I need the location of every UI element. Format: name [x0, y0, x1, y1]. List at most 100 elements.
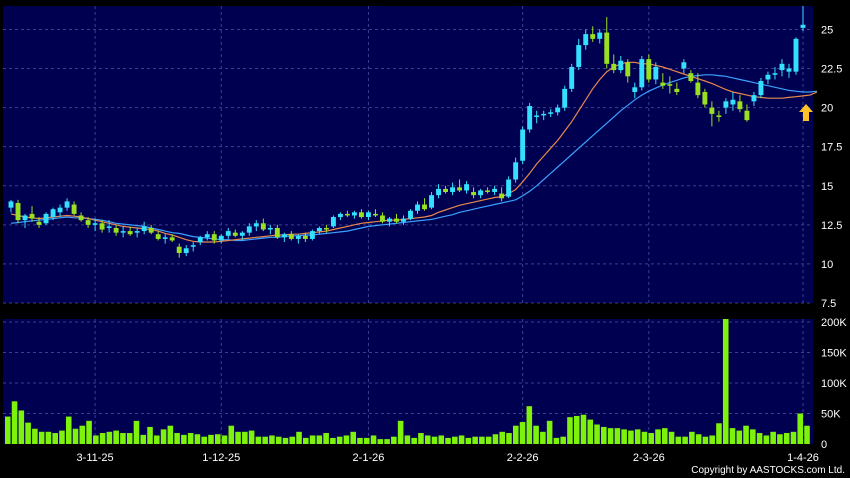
volume-bar — [452, 436, 458, 444]
price-candle — [106, 220, 112, 233]
volume-bar — [506, 433, 512, 444]
up-arrow-icon — [799, 104, 813, 121]
volume-bar — [472, 436, 478, 444]
price-candle — [29, 206, 35, 222]
price-candle — [730, 91, 736, 111]
price-tick-label: 15 — [821, 181, 833, 193]
price-candle — [443, 185, 449, 194]
volume-bar — [11, 401, 18, 444]
price-candle — [380, 212, 385, 224]
volume-bar — [187, 433, 194, 444]
volume-bar — [248, 430, 255, 444]
volume-bar — [323, 433, 329, 444]
price-candle — [744, 104, 750, 122]
price-candle — [253, 220, 259, 232]
price-candle — [779, 59, 785, 77]
volume-bar — [289, 436, 296, 444]
price-candle — [267, 224, 273, 235]
volume-bar — [350, 431, 357, 444]
price-candle — [555, 104, 561, 116]
price-candle — [793, 37, 799, 75]
volume-bar — [479, 436, 485, 444]
volume-bar — [668, 431, 675, 444]
volume-bar — [126, 433, 133, 444]
volume-bar — [770, 431, 776, 444]
price-tick-label: 10 — [821, 259, 833, 271]
volume-bar — [86, 420, 92, 444]
price-candle — [351, 210, 357, 219]
price-candle — [64, 198, 70, 211]
volume-bar — [736, 430, 743, 444]
price-candle — [800, 6, 806, 32]
price-candle — [513, 157, 519, 183]
volume-bar — [343, 435, 350, 444]
price-candle — [478, 188, 484, 199]
volume-bar — [201, 436, 207, 444]
date-axis-labels: 3-11-25 1-12-25 2-1-26 2-2-26 2-3-26 1-4-26 — [77, 452, 819, 464]
price-candle — [576, 38, 582, 71]
volume-bar — [750, 429, 756, 444]
volume-bar — [269, 435, 275, 444]
price-candle — [373, 209, 378, 218]
price-candle — [527, 102, 533, 133]
volume-bar — [221, 435, 228, 444]
volume-bar — [181, 434, 187, 444]
price-candle — [295, 234, 301, 244]
volume-bar — [573, 415, 580, 444]
volume-bar — [133, 420, 140, 444]
price-candle — [751, 91, 757, 107]
price-candle — [541, 110, 547, 121]
price-candle — [639, 56, 645, 91]
price-candle — [569, 63, 575, 92]
price-candle — [485, 187, 491, 194]
price-candle — [211, 231, 217, 244]
price-candle — [169, 234, 175, 243]
volume-bar — [485, 436, 492, 444]
volume-bar — [614, 428, 621, 444]
volume-bar — [38, 431, 45, 444]
volume-bar — [262, 436, 268, 444]
volume-bar — [797, 413, 804, 444]
volume-bar — [296, 431, 302, 444]
volume-bar — [418, 433, 424, 444]
volume-bar — [628, 430, 634, 444]
volume-bar — [431, 436, 438, 444]
volume-bar — [363, 437, 370, 444]
volume-bar — [228, 425, 235, 444]
price-candle — [758, 77, 764, 99]
volume-bar — [411, 437, 417, 444]
volume-bar — [519, 422, 526, 444]
volume-bar — [167, 425, 174, 444]
volume-bar — [438, 435, 445, 444]
volume-bar — [93, 435, 99, 444]
price-candle — [8, 199, 14, 213]
volume-bar — [397, 420, 404, 444]
price-candle — [534, 110, 540, 124]
volume-bar — [59, 430, 65, 444]
volume-bar — [404, 435, 411, 444]
volume-axis-labels: 200K 150K 100K 50K 0 — [821, 317, 847, 451]
volume-bar — [303, 437, 309, 444]
volume-bar — [756, 433, 763, 444]
price-candle — [120, 226, 126, 238]
volume-bar — [682, 436, 688, 444]
copyright-notice: Copyright by AASTOCKS.com Ltd. — [691, 465, 845, 476]
price-tick-label: 22.5 — [821, 64, 842, 76]
volume-bar — [45, 431, 52, 444]
volume-bar — [72, 428, 79, 444]
date-tick-label: 1-12-25 — [202, 452, 240, 464]
price-candle — [674, 82, 680, 96]
price-candle — [450, 182, 456, 196]
volume-bar — [147, 426, 153, 444]
price-candle — [197, 235, 203, 246]
volume-bar — [594, 424, 600, 444]
volume-bar — [424, 435, 431, 444]
volume-bar — [65, 416, 72, 444]
volume-bar — [208, 434, 214, 444]
volume-bar — [553, 437, 560, 444]
price-tick-label: 17.5 — [821, 142, 842, 154]
price-candle — [57, 204, 63, 218]
price-candle — [239, 231, 245, 241]
volume-bar — [25, 422, 31, 444]
